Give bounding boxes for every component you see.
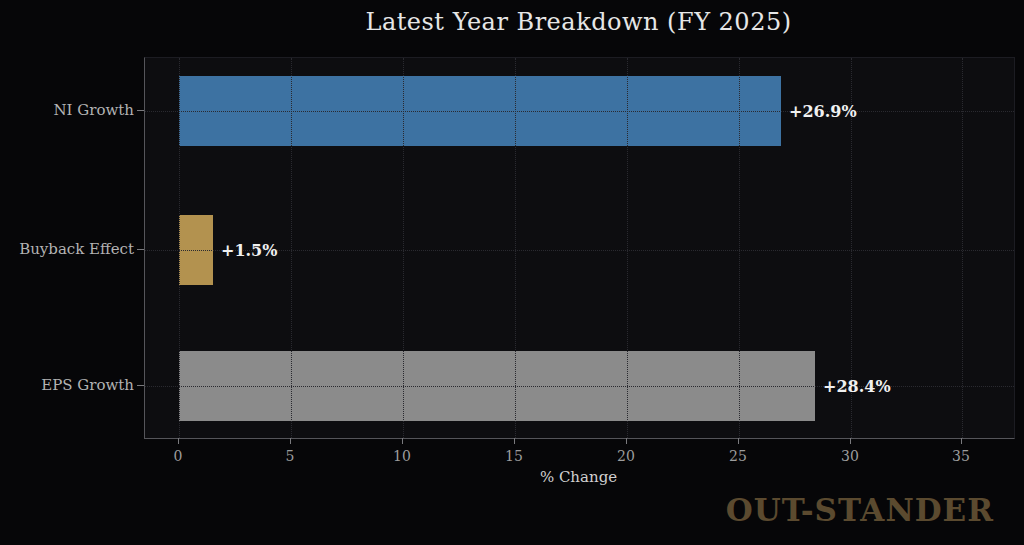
plot-area: +26.9% +1.5% +28.4% bbox=[144, 57, 1015, 439]
category-label: EPS Growth bbox=[41, 376, 134, 394]
watermark: OUT-STANDER bbox=[726, 492, 994, 528]
x-tick-label: 30 bbox=[841, 448, 859, 464]
x-tick-label: 20 bbox=[617, 448, 635, 464]
x-tick-label: 10 bbox=[393, 448, 411, 464]
y-tick-mark bbox=[137, 249, 144, 250]
x-tick-mark bbox=[178, 438, 179, 444]
gridline-vertical bbox=[739, 58, 740, 438]
x-tick-label: 25 bbox=[729, 448, 747, 464]
y-tick-mark bbox=[137, 385, 144, 386]
x-tick-label: 0 bbox=[174, 448, 183, 464]
x-tick-label: 5 bbox=[286, 448, 295, 464]
x-tick-mark bbox=[850, 438, 851, 444]
y-tick-mark bbox=[137, 110, 144, 111]
category-label: NI Growth bbox=[53, 101, 134, 119]
x-tick-mark bbox=[961, 438, 962, 444]
x-tick-mark bbox=[738, 438, 739, 444]
x-tick-mark bbox=[514, 438, 515, 444]
x-tick-mark bbox=[626, 438, 627, 444]
gridline-vertical bbox=[179, 58, 180, 438]
x-tick-label: 35 bbox=[952, 448, 970, 464]
x-axis-title: % Change bbox=[144, 468, 1013, 486]
category-label: Buyback Effect bbox=[19, 240, 134, 258]
bar-value-label: +1.5% bbox=[221, 241, 277, 260]
x-tick-mark bbox=[290, 438, 291, 444]
gridline-vertical bbox=[291, 58, 292, 438]
gridline-vertical bbox=[403, 58, 404, 438]
chart-title: Latest Year Breakdown (FY 2025) bbox=[144, 8, 1013, 36]
gridline-vertical bbox=[962, 58, 963, 438]
x-tick-label: 15 bbox=[505, 448, 523, 464]
chart-figure: Latest Year Breakdown (FY 2025) +26.9% +1… bbox=[0, 0, 1024, 545]
gridline-vertical bbox=[515, 58, 516, 438]
gridline-horizontal bbox=[145, 111, 1014, 112]
gridline-vertical bbox=[627, 58, 628, 438]
bar-value-label: +26.9% bbox=[789, 102, 857, 121]
bar-value-label: +28.4% bbox=[823, 377, 891, 396]
x-tick-mark bbox=[402, 438, 403, 444]
